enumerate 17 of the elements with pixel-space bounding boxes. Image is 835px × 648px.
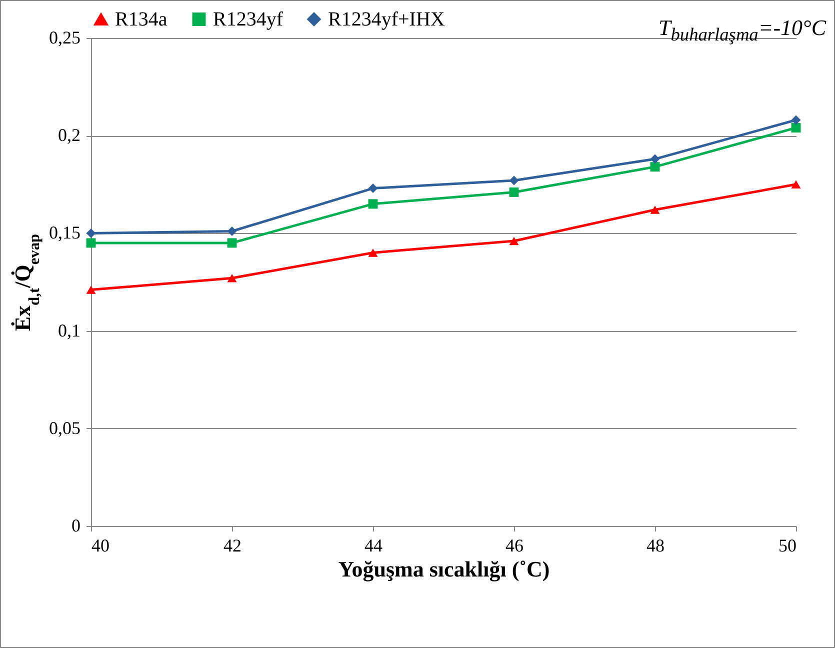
x-tick-label: 50 xyxy=(778,536,796,556)
x-tick-label: 40 xyxy=(92,536,110,556)
x-tick-label: 44 xyxy=(364,536,382,556)
legend-label: R134a xyxy=(115,8,168,30)
x-tick-label: 48 xyxy=(646,536,664,556)
y-tick-label: 0,1 xyxy=(58,320,80,340)
y-tick-label: 0,05 xyxy=(49,418,80,438)
y-tick-label: 0,2 xyxy=(58,125,80,146)
y-tick-label: 0 xyxy=(72,516,80,536)
x-axis-title: Yoğuşma sıcaklığı (˚C) xyxy=(338,556,550,582)
y-tick-label: 0,25 xyxy=(49,28,80,48)
legend-label: R1234yf xyxy=(213,8,284,30)
y-tick-label: 0,15 xyxy=(49,222,80,243)
x-tick-label: 42 xyxy=(224,536,242,556)
x-tick-label: 46 xyxy=(506,536,524,556)
annotation: T$_{buharlaşma}$=-10°C xyxy=(658,15,826,46)
legend-label: R1234yf+IHX xyxy=(328,8,446,30)
